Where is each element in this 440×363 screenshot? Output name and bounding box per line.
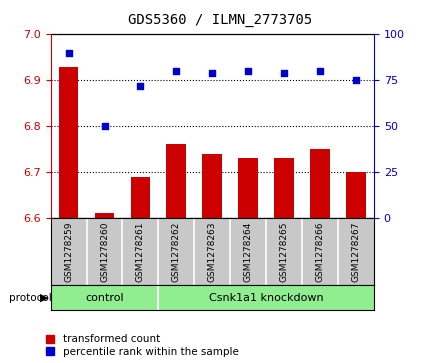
Point (209, 70, 216, 76)
Text: ▶: ▶ (40, 293, 48, 303)
Text: GSM1278266: GSM1278266 (315, 221, 325, 282)
Point (245, 68, 252, 74)
Text: GDS5360 / ILMN_2773705: GDS5360 / ILMN_2773705 (128, 13, 312, 27)
Bar (95, 213, 114, 218)
Point (173, 68, 180, 74)
Text: GSM1278261: GSM1278261 (136, 221, 145, 282)
Bar (346, 172, 366, 218)
Bar (274, 158, 294, 218)
Bar (238, 158, 258, 218)
Bar (166, 144, 186, 218)
Bar (59, 66, 78, 218)
Text: GSM1278267: GSM1278267 (352, 221, 360, 282)
Point (65, 50, 72, 56)
Text: GSM1278259: GSM1278259 (64, 221, 73, 282)
Bar (310, 149, 330, 218)
Text: control: control (85, 293, 124, 303)
Text: GSM1278262: GSM1278262 (172, 221, 181, 282)
Text: GSM1278260: GSM1278260 (100, 221, 109, 282)
Point (137, 83, 144, 89)
Text: GSM1278263: GSM1278263 (208, 221, 217, 282)
Point (281, 70, 288, 76)
Bar (131, 176, 150, 218)
Text: GSM1278265: GSM1278265 (280, 221, 289, 282)
Point (101, 123, 108, 129)
Bar (202, 154, 222, 218)
Point (317, 68, 324, 74)
Legend: transformed count, percentile rank within the sample: transformed count, percentile rank withi… (45, 333, 239, 358)
Point (352, 77, 359, 83)
Text: Csnk1a1 knockdown: Csnk1a1 knockdown (209, 293, 323, 303)
Text: protocol: protocol (9, 293, 51, 303)
Text: GSM1278264: GSM1278264 (244, 221, 253, 282)
